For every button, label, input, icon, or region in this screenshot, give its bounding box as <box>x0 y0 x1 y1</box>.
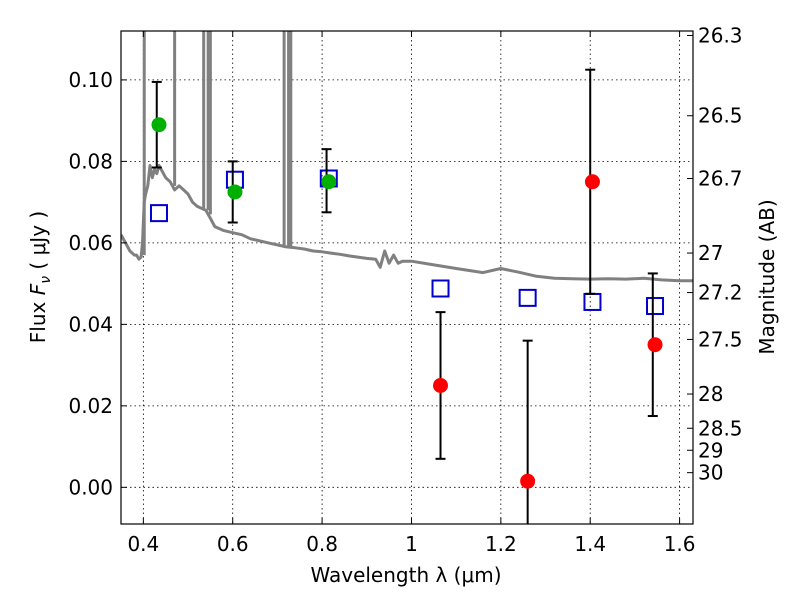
y2-tick-label: 26.3 <box>698 23 743 47</box>
y2-tick-label: 27 <box>698 241 723 265</box>
x-tick-label: 0.6 <box>217 532 249 556</box>
x-tick-label: 0.4 <box>127 532 159 556</box>
y2-tick-label: 28.5 <box>698 416 743 440</box>
model-flux-square <box>149 204 168 223</box>
y2-tick-label: 27.5 <box>698 327 743 351</box>
model-sed-line <box>121 164 693 283</box>
grid <box>121 31 693 524</box>
y-tick-label: 0.00 <box>68 475 113 499</box>
data-layer <box>121 31 693 524</box>
x-tick-label: 0.8 <box>306 532 338 556</box>
x-tick-label: 1 <box>405 532 418 556</box>
ticks <box>121 31 693 524</box>
y2-tick-label: 26.5 <box>698 104 743 128</box>
model-flux-square <box>583 292 602 311</box>
photometry-point <box>151 117 167 133</box>
x-tick-label: 1.2 <box>485 532 517 556</box>
y-axis-title: Flux Fν ( μJy ) <box>26 211 54 343</box>
photometry-point <box>520 473 536 489</box>
photometry-point <box>321 174 337 190</box>
photometry-point <box>433 377 449 393</box>
photometry-point <box>227 184 243 200</box>
x-tick-label: 1.6 <box>664 532 696 556</box>
photometry-point <box>647 337 663 353</box>
model-flux-square <box>646 297 665 316</box>
photometry-point <box>584 174 600 190</box>
model-flux-square <box>518 288 537 307</box>
y2-tick-label: 26.7 <box>698 166 743 190</box>
y-tick-label: 0.04 <box>68 312 113 336</box>
y2-tick-label: 29 <box>698 438 723 462</box>
y2-tick-label: 28 <box>698 382 723 406</box>
x-tick-label: 1.4 <box>574 532 606 556</box>
tick-labels: 0.4 0.6 0.8 1 1.2 1.4 1.6 0.00 0.02 0.04 0.06 0.08 0… <box>68 23 742 556</box>
y-tick-label: 0.10 <box>68 68 113 92</box>
y-tick-label: 0.06 <box>68 231 113 255</box>
plot-frame <box>120 30 694 525</box>
y-tick-label: 0.02 <box>68 394 113 418</box>
y-tick-label: 0.08 <box>68 149 113 173</box>
x-axis-title: Wavelength λ (μm) <box>310 563 501 587</box>
y2-tick-label: 27.2 <box>698 281 743 305</box>
y2-axis-title: Magnitude (AB) <box>755 199 779 354</box>
model-flux-square <box>431 279 450 298</box>
y2-tick-label: 30 <box>698 461 723 485</box>
